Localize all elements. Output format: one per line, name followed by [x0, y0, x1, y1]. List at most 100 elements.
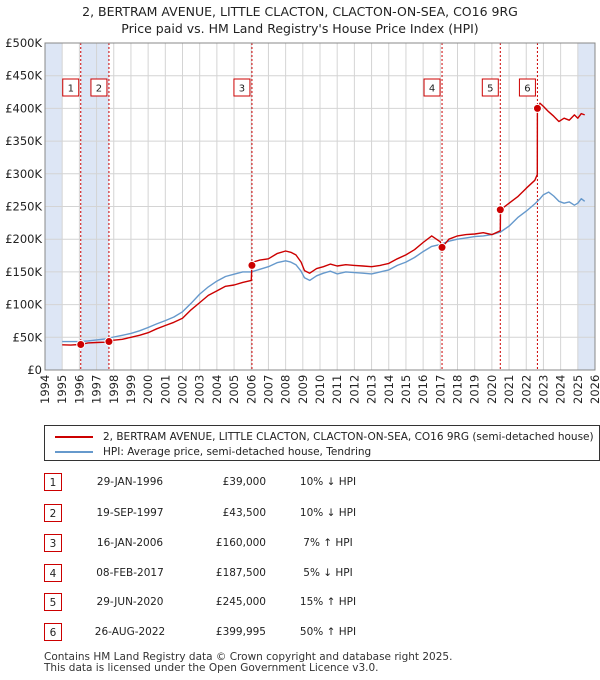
price-chart: 1 2 3 4 5 6 £0 £50K £100K £150K £200K £250K £300K £35…: [5, 36, 600, 404]
x-tick-label: 2009: [296, 375, 310, 404]
sale-price: £399,995: [215, 626, 266, 638]
chart-title: 2, BERTRAM AVENUE, LITTLE CLACTON, CLACT…: [0, 3, 600, 37]
legend-item-price: 2, BERTRAM AVENUE, LITTLE CLACTON, CLACT…: [55, 430, 594, 444]
x-tick-label: 1994: [38, 375, 52, 404]
sale-number-badge: 4: [44, 564, 62, 582]
y-tick-label: £350K: [5, 134, 42, 148]
sale-number-badge: 2: [44, 504, 62, 522]
x-tick-label: 2020: [485, 375, 499, 404]
x-tick-label: 1995: [55, 375, 69, 404]
x-tick-label: 1996: [72, 375, 86, 404]
x-tick-label: 2006: [244, 375, 258, 404]
x-tick-label: 2002: [176, 375, 190, 404]
x-tick-label: 2005: [227, 375, 241, 404]
table-row: 6 26-AUG-2022 £399,995 50% ↑ HPI: [0, 622, 600, 642]
x-tick-label: 2018: [451, 375, 465, 404]
x-tick-label: 2021: [502, 375, 516, 404]
sale-number-box: [90, 78, 108, 97]
x-tick-label: 2012: [347, 375, 361, 404]
table-row: 1 29-JAN-1996 £39,000 10% ↓ HPI: [0, 472, 600, 492]
sale-date: 16-JAN-2006: [96, 537, 164, 549]
y-tick-label: £150K: [5, 265, 42, 279]
sale-date: 29-JUN-2020: [96, 596, 164, 608]
sale-date: 26-AUG-2022: [94, 626, 166, 638]
x-tick-label: 2024: [554, 375, 568, 404]
sale-number-badge: 1: [44, 473, 62, 491]
x-tick-label: 2015: [399, 375, 413, 404]
sale-number-label: 3: [239, 84, 245, 95]
sale-date: 29-JAN-1996: [96, 476, 164, 488]
sale-number-label: 2: [96, 84, 102, 95]
x-tick-label: 2016: [416, 375, 430, 404]
sale-price: £160,000: [215, 537, 266, 549]
x-tick-label: 2025: [571, 375, 585, 404]
table-row: 5 29-JUN-2020 £245,000 15% ↑ HPI: [0, 592, 600, 612]
sale-number-badge: 6: [44, 623, 62, 641]
x-tick-label: 2001: [158, 375, 172, 404]
sale-point: [437, 242, 447, 252]
y-tick-label: £450K: [5, 69, 42, 83]
sale-price: £245,000: [215, 596, 266, 608]
sale-price: £187,500: [215, 567, 266, 579]
x-tick-label: 2013: [365, 375, 379, 404]
x-tick-label: 2022: [519, 375, 533, 404]
sale-price: £39,000: [222, 476, 266, 488]
y-tick-label: £300K: [5, 167, 42, 181]
sale-hpi-diff: 7% ↑ HPI: [303, 537, 353, 549]
sale-number-label: 6: [524, 84, 530, 95]
x-tick-label: 2026: [588, 375, 600, 404]
table-row: 4 08-FEB-2017 £187,500 5% ↓ HPI: [0, 563, 600, 583]
sale-number-box: [62, 78, 80, 97]
sale-point: [76, 339, 86, 349]
plot-frame: [44, 42, 596, 371]
y-tick-label: £500K: [5, 36, 42, 50]
table-row: 3 16-JAN-2006 £160,000 7% ↑ HPI: [0, 533, 600, 553]
sale-date: 08-FEB-2017: [96, 567, 164, 579]
x-tick-label: 2019: [468, 375, 482, 404]
footer-licence: This data is licensed under the Open Gov…: [44, 662, 379, 674]
x-tick-label: 1999: [124, 375, 138, 404]
y-tick-label: £50K: [13, 330, 43, 344]
footer-copyright: Contains HM Land Registry data © Crown c…: [44, 651, 453, 663]
sale-number-box: [481, 78, 499, 97]
sale-number-badge: 5: [44, 593, 62, 611]
y-tick-label: £0: [27, 363, 42, 377]
legend-hpi-label: HPI: Average price, semi-detached house,…: [103, 446, 372, 458]
sale-hpi-diff: 10% ↓ HPI: [299, 476, 357, 488]
x-tick-label: 2007: [261, 375, 275, 404]
x-tick-label: 1997: [90, 375, 104, 404]
sale-number-badge: 3: [44, 534, 62, 552]
x-tick-label: 2023: [536, 375, 550, 404]
sale-date: 19-SEP-1997: [96, 507, 164, 519]
sale-price: £43,500: [222, 507, 266, 519]
x-tick-label: 2008: [279, 375, 293, 404]
x-tick-label: 2011: [330, 375, 344, 404]
sale-hpi-diff: 50% ↑ HPI: [299, 626, 357, 638]
sale-point: [104, 337, 114, 347]
price-line-swatch: [55, 436, 93, 438]
x-tick-label: 2014: [382, 375, 396, 404]
x-tick-label: 2000: [141, 375, 155, 404]
table-row: 2 19-SEP-1997 £43,500 10% ↓ HPI: [0, 503, 600, 523]
y-tick-label: £100K: [5, 298, 42, 312]
sale-point: [532, 103, 542, 113]
title-line-2: Price paid vs. HM Land Registry's House …: [121, 21, 479, 36]
sale-number-label: 1: [68, 84, 74, 95]
legend-item-hpi: HPI: Average price, semi-detached house,…: [55, 445, 371, 459]
sale-number-label: 5: [487, 84, 493, 95]
sale-number-box: [518, 78, 536, 97]
sale-number-box: [233, 78, 251, 97]
x-tick-label: 2004: [210, 375, 224, 404]
x-tick-label: 2010: [313, 375, 327, 404]
sale-number-box: [423, 78, 441, 97]
title-line-1: 2, BERTRAM AVENUE, LITTLE CLACTON, CLACT…: [82, 4, 518, 19]
x-tick-label: 2003: [193, 375, 207, 404]
y-tick-label: £400K: [5, 101, 42, 115]
x-tick-label: 1998: [107, 375, 121, 404]
price-paid-line: [62, 102, 585, 346]
y-tick-label: £250K: [5, 200, 42, 214]
x-tick-label: 2017: [433, 375, 447, 404]
sale-number-label: 4: [429, 84, 435, 95]
legend-price-label: 2, BERTRAM AVENUE, LITTLE CLACTON, CLACT…: [103, 431, 594, 443]
footer: Contains HM Land Registry data © Crown c…: [44, 652, 452, 674]
